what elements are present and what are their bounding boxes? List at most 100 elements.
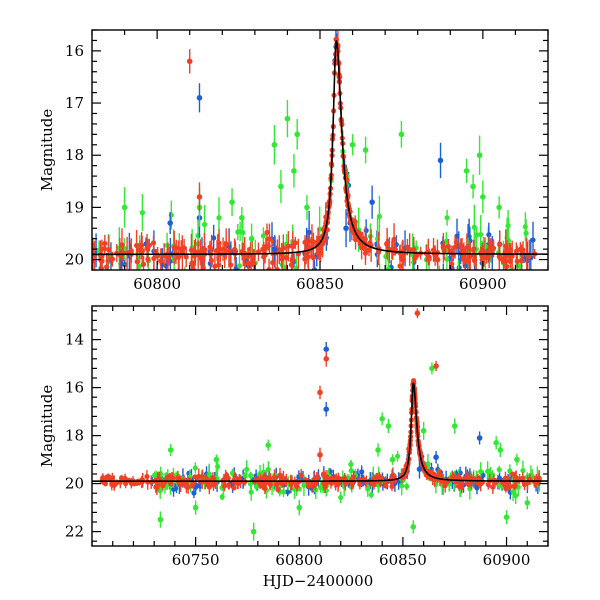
green-point	[250, 528, 257, 535]
red-point	[99, 253, 105, 260]
red-point	[106, 247, 112, 253]
red-point	[367, 240, 373, 246]
red-point	[452, 474, 458, 480]
green-point	[265, 466, 271, 473]
red-point	[506, 247, 513, 253]
red-point	[449, 248, 455, 254]
model-curve	[92, 382, 548, 482]
red-point	[188, 247, 195, 253]
green-point	[157, 516, 164, 523]
red-point	[362, 246, 368, 252]
red-point	[266, 266, 272, 270]
red-point	[283, 254, 289, 261]
red-point	[436, 472, 443, 478]
red-point	[171, 245, 177, 251]
green-point	[40, 269, 45, 274]
red-point	[317, 389, 323, 396]
green-point	[216, 215, 222, 221]
red-point	[504, 263, 510, 270]
red-point	[266, 476, 273, 482]
green-point	[248, 489, 254, 495]
red-point	[289, 256, 295, 262]
green-point	[242, 472, 248, 479]
green-point	[480, 194, 486, 200]
red-point	[145, 256, 151, 262]
green-point	[68, 268, 73, 273]
red-point	[470, 247, 477, 253]
green-point	[420, 428, 427, 434]
red-point	[323, 480, 329, 487]
red-point	[266, 236, 273, 242]
red-point	[133, 242, 140, 249]
green-point	[57, 257, 62, 262]
red-point	[262, 485, 268, 491]
x-tick-label: 60800	[275, 551, 323, 569]
red-point	[150, 240, 157, 246]
red-point	[183, 254, 189, 260]
blue-point	[4, 250, 9, 255]
x-tick-label: 60900	[483, 551, 531, 569]
red-point	[411, 246, 417, 253]
blue-point	[530, 237, 536, 243]
green-point	[398, 131, 405, 138]
green-point	[206, 471, 212, 477]
x-tick-label: 60750	[172, 551, 220, 569]
red-point	[245, 260, 251, 266]
red-point	[397, 263, 403, 269]
red-point	[357, 481, 363, 487]
red-point	[328, 475, 334, 482]
green-point	[338, 494, 344, 501]
green-point	[284, 115, 291, 122]
red-point	[109, 482, 116, 488]
green-point	[362, 147, 369, 153]
green-point	[514, 456, 520, 463]
green-point	[524, 500, 531, 506]
green-point	[474, 232, 480, 238]
red-point	[117, 479, 123, 485]
green-point	[260, 233, 266, 239]
red-point	[251, 261, 257, 267]
green-point	[280, 489, 287, 495]
blue-point	[167, 220, 173, 226]
green-point	[478, 231, 484, 238]
red-point	[212, 263, 218, 269]
red-point	[435, 257, 441, 263]
green-point	[9, 265, 14, 270]
blue-point	[42, 220, 47, 225]
y-tick-label: 20	[65, 251, 84, 269]
y-tick-label: 18	[65, 146, 84, 164]
red-point	[483, 254, 490, 261]
green-point	[213, 456, 220, 463]
blue-point	[433, 454, 439, 461]
blue-point	[476, 435, 483, 441]
blue-point	[359, 469, 365, 475]
blue-point	[23, 246, 28, 251]
red-point	[104, 264, 110, 270]
red-point	[226, 248, 232, 254]
green-point	[121, 204, 128, 211]
x-tick-label: 60850	[379, 551, 427, 569]
red-point	[414, 310, 421, 317]
blue-point	[211, 235, 217, 241]
green-point	[54, 243, 59, 248]
green-point	[229, 199, 235, 205]
green-point	[63, 238, 68, 243]
blue-point	[437, 157, 444, 164]
green-point	[301, 482, 307, 489]
green-point	[248, 472, 254, 479]
red-point	[119, 242, 125, 248]
green-point	[513, 493, 519, 499]
green-point	[496, 204, 502, 211]
green-point	[437, 273, 442, 278]
green-point	[294, 131, 301, 138]
red-point	[520, 475, 526, 481]
red-point	[273, 482, 279, 488]
green-point	[443, 238, 449, 244]
green-point	[522, 224, 528, 230]
y-axis-label: Magnitude	[38, 109, 56, 192]
red-point	[323, 356, 330, 362]
green-point	[271, 141, 278, 148]
plot-area	[4, 30, 548, 278]
blue-point	[84, 258, 89, 263]
green-point	[77, 236, 82, 241]
